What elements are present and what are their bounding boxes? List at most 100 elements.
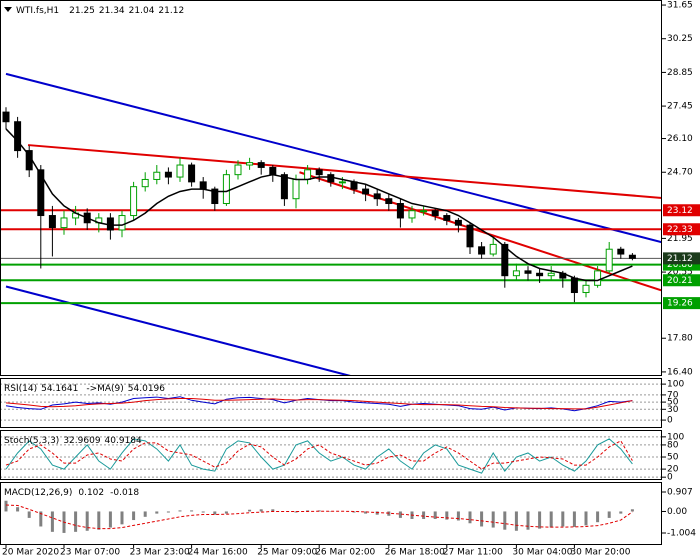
menu-arrow[interactable] (4, 7, 12, 12)
candle-body (385, 198, 393, 205)
histogram-bar (549, 511, 553, 528)
candle-body (37, 169, 45, 217)
y-tick-label: -1.004 (667, 529, 696, 539)
histogram-bar (108, 511, 112, 528)
histogram-bar (572, 511, 576, 527)
histogram-bar (364, 511, 368, 514)
level-label-box (663, 204, 700, 217)
y-tick-label: 0.00 (667, 507, 687, 517)
panel-plot (0, 383, 662, 421)
panel-frame (0, 430, 662, 480)
panel-header: Stoch(5,3,3) 32.9609 40.9184 (4, 436, 142, 446)
trend-line (5, 72, 662, 244)
y-tick-label: 16.40 (667, 367, 693, 377)
histogram-bar (271, 509, 275, 512)
histogram-bar (294, 511, 298, 513)
candle-body (60, 217, 68, 229)
panel-header: MACD(12,26,9) 0.102 -0.018 (4, 488, 139, 498)
panel-plot (0, 72, 662, 376)
x-tick-label: 26 Mar 18:00 (385, 548, 445, 558)
price-label-box (663, 252, 700, 265)
histogram-bar (375, 511, 379, 515)
y-tick-label: 26.10 (667, 134, 693, 144)
x-tick-label: 27 Mar 11:00 (443, 548, 503, 558)
histogram-bar (155, 511, 159, 514)
histogram-bar (480, 511, 484, 527)
histogram-bar (132, 511, 136, 521)
histogram-bar (596, 511, 600, 523)
header-value: MACD(12,26,9) (4, 488, 72, 498)
histogram-bar (619, 511, 623, 514)
indicator-line (5, 440, 633, 470)
indicator-line (5, 398, 633, 410)
y-tick-label: 50 (667, 453, 679, 463)
histogram-bar (248, 509, 252, 512)
candle-body (512, 270, 520, 277)
candle-body (315, 169, 323, 176)
histogram-bar (224, 511, 228, 514)
candle-body (176, 164, 184, 178)
histogram-bar (584, 511, 588, 526)
level-label: 20.86 (667, 260, 693, 270)
level-label: 22.33 (667, 225, 693, 235)
candle-body (118, 215, 126, 231)
histogram-bar (50, 511, 54, 532)
candle-body (211, 188, 219, 205)
level-label-box (663, 274, 700, 287)
candle-body (605, 248, 613, 272)
histogram-bar (514, 511, 518, 531)
candle-body (408, 210, 416, 219)
y-tick-label: 100 (667, 380, 684, 390)
histogram-bar (16, 507, 20, 512)
y-tick-label: 80 (667, 440, 679, 450)
y-tick-label: 20.55 (667, 268, 693, 278)
histogram-bar (538, 511, 542, 529)
y-tick-label: 70 (667, 390, 679, 400)
y-tick-label: 28.85 (667, 68, 693, 78)
indicator-line (5, 438, 633, 474)
candle-body (153, 171, 161, 180)
x-tick-label: 23 Mar 23:00 (130, 548, 190, 558)
signal-line (5, 504, 633, 530)
x-tick-label: 24 Mar 16:00 (188, 548, 248, 558)
panel-header: WTI.fs,H1 21.25 21.34 21.04 21.12 (16, 6, 184, 16)
header-value: 32.9609 (63, 436, 100, 446)
histogram-bar (85, 511, 89, 531)
candle-body (106, 217, 114, 231)
candle-body (257, 162, 265, 168)
y-tick-label: 0 (667, 473, 673, 483)
candle-body (222, 174, 230, 205)
y-tick-label: 21.95 (667, 234, 693, 244)
header-value: WTI.fs,H1 (16, 6, 59, 16)
y-tick-label: 17.80 (667, 334, 693, 344)
x-tick-label: 20 Mar 2020 (2, 548, 59, 558)
candle-body (628, 254, 636, 259)
histogram-bar (468, 511, 472, 524)
candle-body (188, 164, 196, 183)
histogram-bar (27, 511, 31, 518)
histogram-bar (317, 510, 321, 512)
y-tick-label: 30.25 (667, 34, 693, 44)
candle-body (164, 171, 172, 178)
panel-header: RSI(14) 54.1641 ->MA(9) 54.0196 (4, 384, 165, 394)
candle-body (443, 215, 451, 221)
y-tick-label: 0.907 (667, 487, 693, 497)
candle-body (2, 111, 10, 123)
candle-body (362, 188, 370, 195)
level-label: 19.26 (667, 299, 693, 309)
candle-body (48, 215, 56, 229)
candle-body (234, 164, 242, 176)
level-label-box (663, 223, 700, 236)
y-tick-label: 20 (667, 465, 679, 475)
y-tick-label: 30 (667, 405, 679, 415)
level-label: 20.21 (667, 276, 693, 286)
trend-line (5, 285, 351, 376)
histogram-bar (306, 510, 310, 512)
histogram-bar (398, 511, 402, 518)
candle-body (536, 272, 544, 277)
candle-body (547, 272, 555, 277)
candle-body (14, 121, 22, 152)
header-value: -0.018 (110, 488, 139, 498)
header-value: 40.9184 (105, 436, 142, 446)
